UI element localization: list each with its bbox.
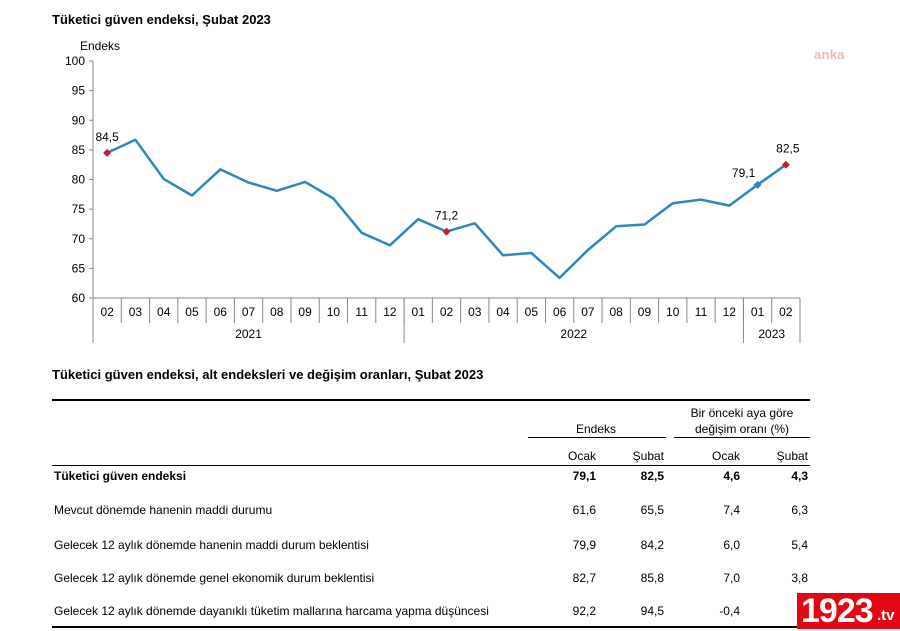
x-tick-label: 09 — [638, 305, 652, 319]
logo-suffix: .tv — [877, 607, 895, 624]
table-row: Gelecek 12 aylık dönemde genel ekonomik … — [52, 571, 810, 591]
y-axis-label: Endeks — [80, 39, 120, 53]
x-year-label: 2021 — [235, 327, 262, 341]
col-header-ocak: Ocak — [567, 449, 596, 463]
x-tick-label: 02 — [779, 305, 793, 319]
x-tick-label: 12 — [383, 305, 397, 319]
cell-subat-change: 4,3 — [791, 469, 808, 483]
x-tick-label: 10 — [666, 305, 680, 319]
row-label: Tüketici güven endeksi — [54, 469, 187, 483]
x-tick-label: 05 — [525, 305, 539, 319]
table-row: Tüketici güven endeksi 79,1 82,5 4,6 4,3 — [52, 469, 810, 489]
col-header-subat-change: Şubat — [776, 449, 808, 463]
cell-subat: 82,5 — [640, 469, 664, 483]
x-tick-label: 08 — [610, 305, 624, 319]
table-row: Mevcut dönemde hanenin maddi durumu 61,6… — [52, 503, 810, 523]
logo-1923-tv: 1923 .tv — [797, 592, 900, 630]
x-tick-label: 03 — [468, 305, 482, 319]
y-tick-label: 85 — [72, 143, 86, 157]
data-point-marker — [442, 227, 451, 236]
group-underline-endeks — [528, 437, 666, 438]
x-tick-label: 01 — [751, 305, 765, 319]
table-title: Tüketici güven endeksi, alt endeksleri v… — [52, 367, 484, 382]
cell-ocak-change: -0,4 — [719, 604, 740, 618]
cell-subat-change: 6,3 — [791, 503, 808, 517]
cell-subat-change: 5,4 — [791, 538, 808, 552]
header-rule — [52, 465, 810, 466]
table-bottom-rule — [52, 626, 810, 628]
logo-text: 1923 — [801, 592, 874, 630]
x-tick-label: 06 — [214, 305, 228, 319]
col-header-subat: Şubat — [632, 449, 664, 463]
y-tick-label: 65 — [72, 261, 86, 275]
cell-ocak-change: 4,6 — [723, 469, 740, 483]
cell-subat: 94,5 — [640, 604, 664, 618]
data-label: 84,5 — [95, 130, 119, 144]
row-label: Mevcut dönemde hanenin maddi durumu — [54, 503, 273, 517]
x-tick-label: 04 — [496, 305, 510, 319]
group-underline-change — [674, 437, 810, 438]
cell-ocak: 79,9 — [572, 538, 596, 552]
cell-ocak-change: 6,0 — [723, 538, 740, 552]
table-row: Gelecek 12 aylık dönemde dayanıklı tüket… — [52, 604, 810, 624]
cell-ocak: 79,1 — [572, 469, 596, 483]
table-top-rule — [52, 399, 810, 401]
cell-subat-change: 3,8 — [791, 571, 808, 585]
cell-ocak: 82,7 — [572, 571, 596, 585]
cell-subat: 65,5 — [640, 503, 664, 517]
y-tick-label: 95 — [72, 84, 86, 98]
data-label: 71,2 — [435, 209, 459, 223]
col-header-ocak-change: Ocak — [711, 449, 740, 463]
line-chart: Endeks 60 65 70 75 80 85 90 95 100 02 03 04 05 06 07 08 0… — [65, 39, 801, 343]
cell-ocak-change: 7,4 — [723, 503, 740, 517]
x-tick-label: 06 — [553, 305, 567, 319]
data-point-marker — [103, 148, 112, 157]
group-header-endeks: Endeks — [575, 422, 617, 436]
chart-title: Tüketici güven endeksi, Şubat 2023 — [52, 12, 271, 27]
x-tick-label: 11 — [355, 305, 368, 319]
cell-ocak: 92,2 — [572, 604, 596, 618]
group-header-change-line2: değişim oranı (%) — [694, 422, 790, 436]
x-tick-label: 08 — [270, 305, 284, 319]
cell-ocak: 61,6 — [572, 503, 596, 517]
y-tick-label: 80 — [72, 173, 86, 187]
x-tick-label: 04 — [157, 305, 171, 319]
x-year-label: 2023 — [758, 327, 785, 341]
table-row: Gelecek 12 aylık dönemde hanenin maddi d… — [52, 538, 810, 558]
y-tick-label: 70 — [72, 232, 86, 246]
y-tick-label: 90 — [72, 113, 86, 127]
y-tick-label: 75 — [72, 202, 86, 216]
x-tick-label: 07 — [242, 305, 256, 319]
cell-subat: 85,8 — [640, 571, 664, 585]
x-tick-label: 10 — [327, 305, 341, 319]
x-tick-label: 11 — [695, 305, 708, 319]
x-tick-label: 02 — [100, 305, 114, 319]
data-label: 79,1 — [732, 166, 756, 180]
x-tick-label: 05 — [185, 305, 199, 319]
cell-subat: 84,2 — [640, 538, 664, 552]
x-tick-label: 02 — [440, 305, 454, 319]
row-label: Gelecek 12 aylık dönemde hanenin maddi d… — [54, 538, 369, 552]
y-tick-label: 60 — [72, 291, 86, 305]
row-label: Gelecek 12 aylık dönemde genel ekonomik … — [54, 571, 375, 585]
row-label: Gelecek 12 aylık dönemde dayanıklı tüket… — [54, 604, 489, 618]
anka-watermark: anka — [814, 47, 845, 62]
cell-ocak-change: 7,0 — [723, 571, 740, 585]
x-tick-label: 07 — [581, 305, 595, 319]
x-tick-label: 01 — [412, 305, 426, 319]
group-header-change-line1: Bir önceki aya göre — [690, 406, 794, 420]
x-tick-label: 09 — [298, 305, 312, 319]
data-point-marker — [753, 180, 762, 189]
x-year-label: 2022 — [560, 327, 587, 341]
data-point-marker — [781, 160, 790, 169]
x-tick-label: 12 — [723, 305, 737, 319]
y-tick-label: 100 — [65, 54, 85, 68]
data-label: 82,5 — [776, 142, 800, 156]
x-tick-label: 03 — [129, 305, 143, 319]
